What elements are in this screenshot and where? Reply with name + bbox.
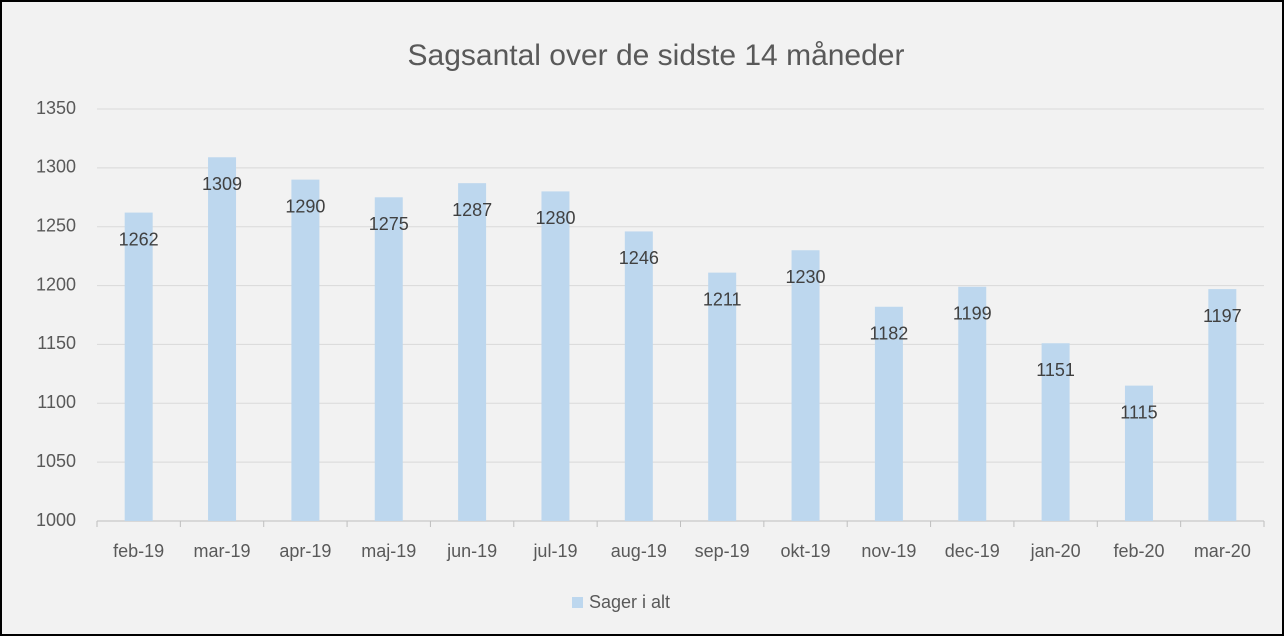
y-tick-label: 1300 — [36, 157, 76, 177]
x-tick-label: maj-19 — [361, 541, 416, 561]
x-tick-label: sep-19 — [695, 541, 750, 561]
y-tick-label: 1000 — [36, 510, 76, 530]
x-tick-label: jan-20 — [1030, 541, 1081, 561]
data-label: 1290 — [285, 196, 325, 216]
data-label: 1275 — [369, 214, 409, 234]
data-label: 1151 — [1036, 360, 1075, 380]
x-tick-label: apr-19 — [279, 541, 331, 561]
x-tick-label: mar-19 — [194, 541, 251, 561]
x-tick-label: feb-20 — [1113, 541, 1164, 561]
bar — [708, 272, 737, 521]
data-label: 1230 — [786, 267, 826, 287]
data-label: 1115 — [1120, 402, 1157, 422]
data-label: 1199 — [953, 303, 992, 323]
data-label: 1197 — [1203, 306, 1242, 326]
x-tick-label: jul-19 — [532, 541, 577, 561]
data-label: 1246 — [619, 248, 659, 268]
bar — [791, 250, 820, 521]
data-label: 1280 — [535, 208, 575, 228]
bar — [541, 191, 570, 521]
bar — [624, 231, 653, 521]
x-tick-label: feb-19 — [113, 541, 164, 561]
legend-swatch — [572, 597, 583, 608]
bar — [1041, 343, 1070, 521]
data-label: 1182 — [870, 324, 909, 344]
bar — [958, 286, 987, 521]
y-tick-label: 1350 — [36, 98, 76, 118]
bar — [124, 212, 153, 522]
bar — [874, 306, 903, 521]
legend-label: Sager i alt — [589, 592, 670, 612]
y-tick-label: 1100 — [37, 392, 76, 412]
bar — [1124, 385, 1153, 521]
bar — [458, 183, 487, 521]
y-tick-label: 1150 — [37, 333, 76, 353]
x-tick-label: dec-19 — [945, 541, 1000, 561]
data-label: 1287 — [452, 200, 492, 220]
x-tick-label: jun-19 — [446, 541, 497, 561]
bar — [374, 197, 403, 522]
y-tick-label: 1200 — [36, 274, 76, 294]
y-tick-label: 1250 — [36, 215, 76, 235]
bar — [291, 179, 320, 521]
x-tick-label: mar-20 — [1194, 541, 1251, 561]
x-tick-label: nov-19 — [861, 541, 916, 561]
data-label: 1309 — [202, 174, 242, 194]
chart-title: Sagsantal over de sidste 14 måneder — [408, 39, 905, 72]
bar — [208, 157, 237, 521]
y-tick-label: 1050 — [36, 451, 76, 471]
x-tick-label: okt-19 — [781, 541, 831, 561]
data-label: 1262 — [119, 229, 159, 249]
x-tick-label: aug-19 — [611, 541, 667, 561]
data-label: 1211 — [703, 289, 742, 309]
bar — [1208, 289, 1237, 521]
